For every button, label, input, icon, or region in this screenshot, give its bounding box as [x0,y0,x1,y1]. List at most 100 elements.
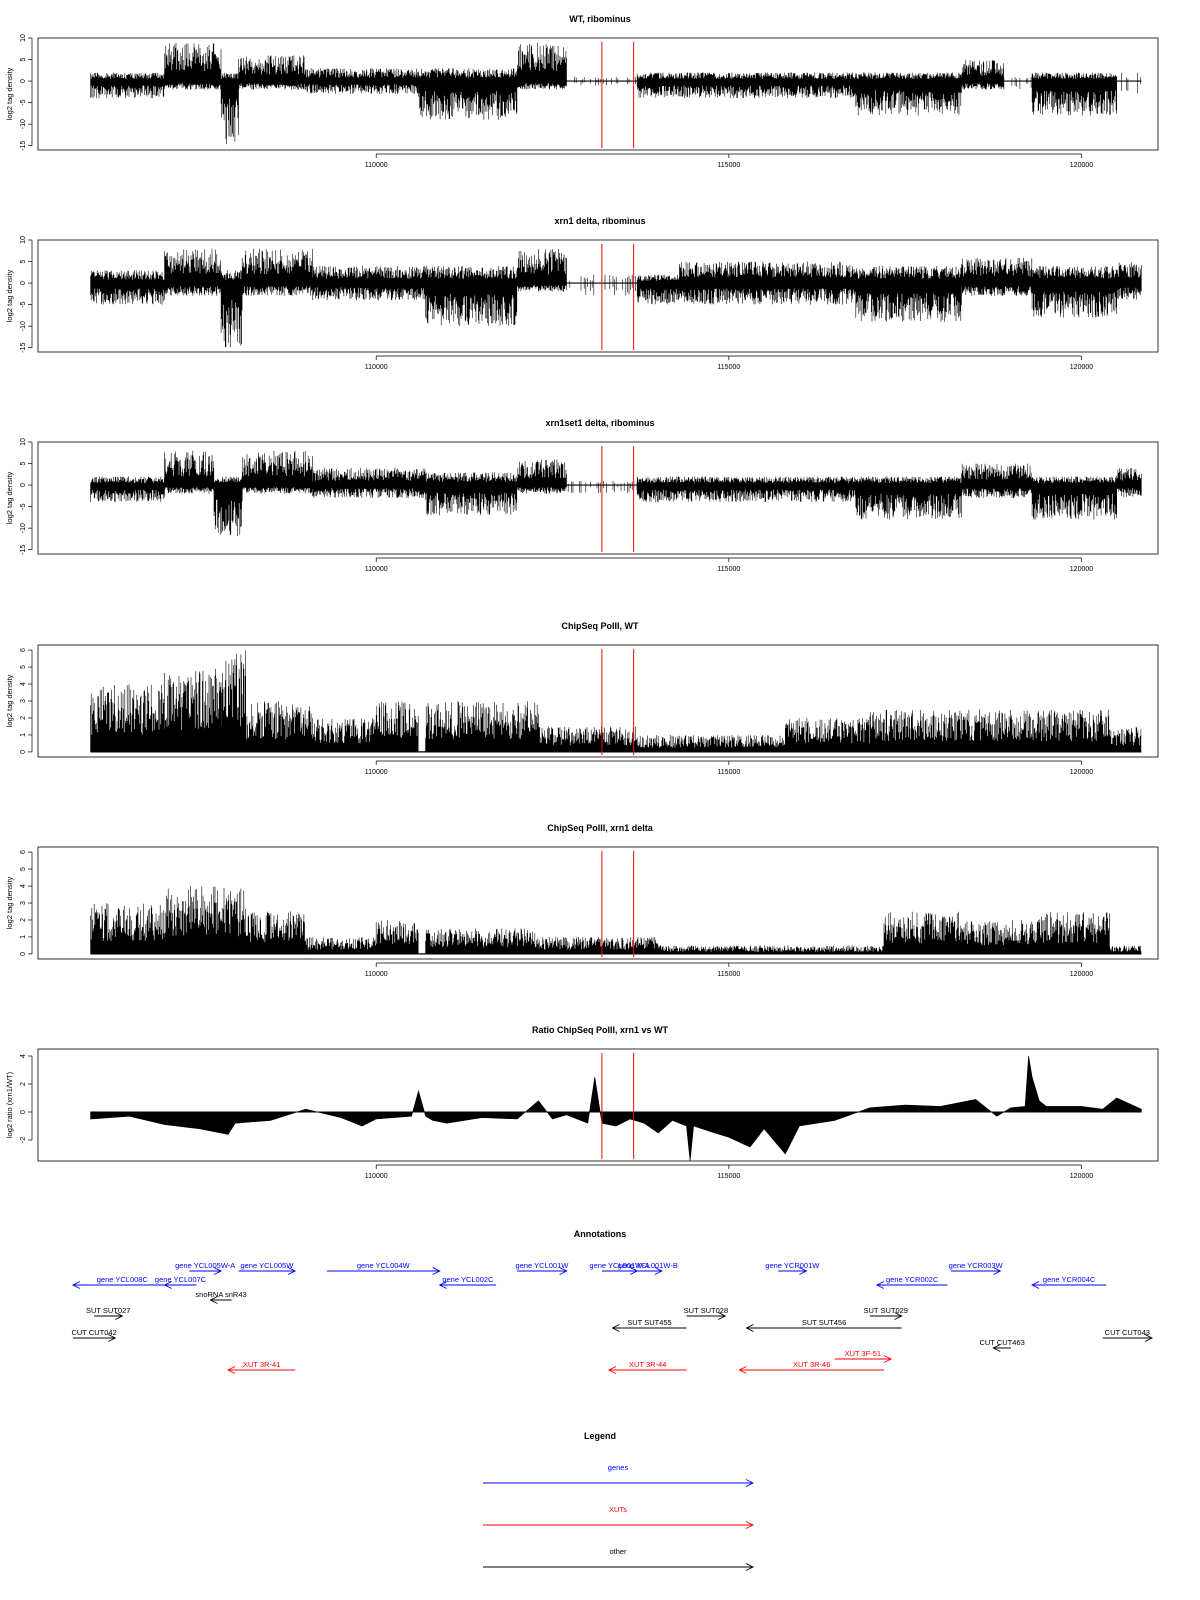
signal-bars [245,911,306,954]
signal-bars [1031,476,1117,520]
signal-bars [961,463,1033,498]
signal-bars [538,726,638,752]
annotation-arrow-head [559,1267,568,1275]
signal-bars [418,68,518,120]
signal-bars [567,480,638,494]
panel-p1: WT, ribominus 10 5 0 -5 -10 -15 log2 tag densit… [5,14,1159,169]
annotation-feature: SUT SUT456 [745,1318,902,1332]
signal-bars [305,937,377,954]
signal-bars [961,59,1004,90]
x-tick-label: 115000 [717,566,740,573]
annotation-arrow-head [799,1267,808,1275]
signal-bars [164,668,222,752]
annotation-label: gene YCL008C [97,1275,149,1284]
panel-p6: Ratio ChipSeq PolII, xrn1 vs WT 4 2 0 -2 log2… [5,1025,1159,1180]
panel-p5: ChipSeq PolII, xrn1 delta 0 1 2 3 4 5 6 log2 tag… [5,823,1159,978]
signal-bars [1031,72,1117,116]
y-tick-label: -5 [20,503,27,509]
y-tick-label: -10 [20,523,27,533]
signal-bars [90,903,165,954]
annotation-feature: gene YCR003W [949,1261,1004,1275]
y-tick-label: 0 [20,750,27,754]
signal-bars [785,718,871,752]
annotation-feature: CUT CUT042 [71,1328,117,1342]
y-axis-label: log2 tag density [5,67,14,120]
annotation-label: SUT SUT028 [684,1306,728,1315]
signal-bars [538,937,659,954]
annotation-feature: gene YCL005W [238,1261,297,1275]
annotation-feature: SUT SUT027 [86,1306,130,1320]
annotation-feature: SUT SUT029 [864,1306,908,1320]
annotation-label: CUT CUT463 [979,1338,1024,1347]
signal-bars [517,42,567,90]
plot-frame [37,644,1159,758]
annotation-feature: SUT SUT455 [611,1318,687,1332]
x-tick-label: 110000 [365,162,388,169]
signal-bars [569,274,636,296]
y-tick-label: 3 [20,901,27,905]
plot-frame [37,1048,1159,1162]
annotation-arrow-head [108,1334,117,1342]
y-tick-label: -15 [20,141,27,151]
x-tick-label: 120000 [1070,971,1093,978]
signal-bars [1116,468,1142,498]
signal-bars [312,718,376,752]
signal-bars [954,709,1040,752]
annotation-feature: CUT CUT043 [1102,1328,1154,1342]
annotation-feature: XUT 3R-46 [738,1360,884,1374]
annotation-label: XUT 3R-46 [793,1360,830,1369]
x-tick-label: 115000 [717,971,740,978]
annotation-feature: gene YCL001W-B [618,1261,678,1275]
y-tick-label: 4 [20,682,27,686]
signal-bars [90,72,165,99]
signal-bars [679,261,856,305]
annotation-arrow-head [992,1344,1001,1352]
annotation-arrow-head [654,1267,663,1275]
legend-arrow-head [745,1479,755,1487]
y-tick-label: 5 [20,57,27,61]
annotation-arrow-head [1144,1334,1154,1342]
annotation-label: gene YCL007C [155,1275,207,1284]
y-tick-label: 5 [20,867,27,871]
annotation-label: gene YCL002C [442,1275,494,1284]
annotation-arrow-head [71,1281,81,1289]
y-tick-label: -2 [20,1137,27,1143]
annotation-feature: XUT 3F-51 [834,1349,893,1363]
annotation-feature: gene YCR001W [765,1261,820,1275]
annotation-arrow-head [115,1312,124,1320]
x-tick-label: 115000 [717,162,740,169]
signal-bars [1003,77,1032,90]
y-tick-label: 0 [20,1110,27,1114]
annotation-arrow-head [883,1355,893,1363]
signal-bars [90,476,165,502]
signal-bars [869,709,955,752]
annotation-feature: gene YCL001W [516,1261,569,1275]
signal-bars [164,43,222,90]
annotation-feature: gene YCL004W [326,1261,441,1275]
signal-bars [1031,266,1117,318]
annotation-feature: CUT CUT463 [979,1338,1025,1352]
annotation-arrow-head [894,1312,903,1320]
signal-bars [883,911,962,954]
annotation-feature: gene YCL007C [155,1275,207,1289]
signal-bars [658,945,885,954]
signal-bars [312,265,426,301]
x-tick-label: 120000 [1070,769,1093,776]
annotation-arrow-head [718,1312,727,1320]
annotation-arrow-head [163,1281,172,1289]
y-tick-label: 0 [20,952,27,956]
legend: Legend [584,1431,616,1441]
legend-arrow-head [745,1521,755,1529]
signal-bars [636,274,680,305]
annotations-panel: Annotations [574,1229,627,1239]
panel-p2: xrn1 delta, ribominus 10 5 0 -5 -10 -15 log2 ta… [5,216,1159,371]
y-axis-label: log2 tag density [5,471,14,524]
annotation-label: SUT SUT029 [864,1306,908,1315]
annotation-label: gene YCL005W-A [175,1261,235,1270]
signal-bars [961,920,1040,954]
annotation-arrow-head [1031,1281,1040,1289]
y-tick-label: 10 [20,438,27,446]
y-tick-label: -10 [20,119,27,129]
y-tick-label: 6 [20,850,27,854]
x-tick-label: 115000 [717,769,740,776]
